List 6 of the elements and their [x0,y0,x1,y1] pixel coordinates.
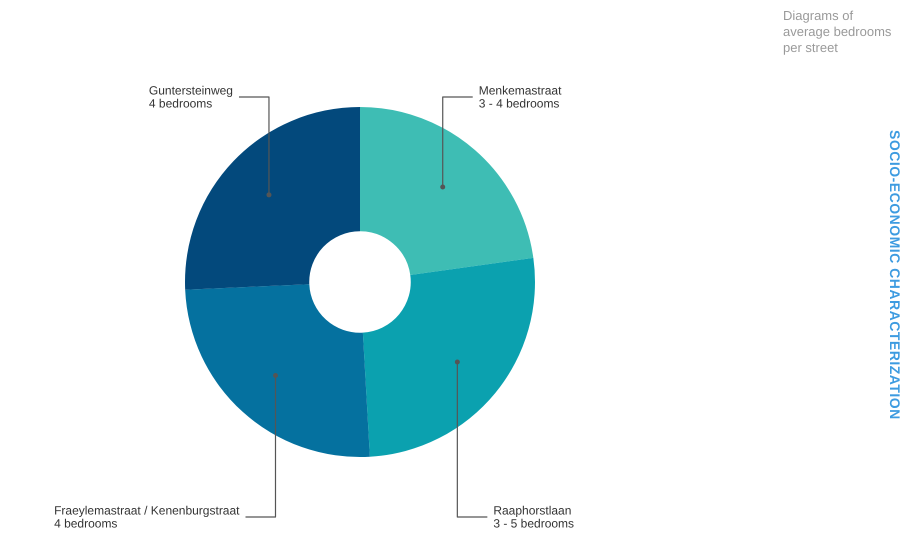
slice-label: Menkemastraat 3 - 4 bedrooms [478,83,562,110]
text: SOCIO-ECONOMIC CHARACTERIZATION [887,130,903,420]
slice-label: Raaphorstlaan 3 - 5 bedrooms [493,503,574,530]
text: Diagrams of average bedrooms per street [783,8,892,56]
slice-label: Fraeylemastraat / Kenenburgstraat 4 bedrooms [54,503,240,530]
slice-label: Guntersteinweg 4 bedrooms [148,83,233,110]
